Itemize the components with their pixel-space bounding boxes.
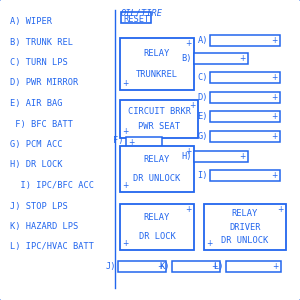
Text: +: +	[272, 132, 278, 141]
Text: F): F)	[113, 136, 124, 145]
Text: +: +	[186, 147, 192, 156]
Bar	[210, 72, 280, 83]
Text: OIL/TIRE: OIL/TIRE	[121, 9, 163, 18]
Text: A): A)	[197, 36, 208, 45]
Text: +: +	[272, 36, 278, 45]
Text: I) IPC/BFC ACC: I) IPC/BFC ACC	[10, 181, 94, 190]
Text: DR LOCK: DR LOCK	[139, 232, 175, 241]
Text: +: +	[212, 262, 218, 271]
Text: +: +	[240, 152, 246, 161]
Text: RESET: RESET	[123, 15, 149, 24]
Text: CIRCUIT BRKR: CIRCUIT BRKR	[128, 107, 190, 116]
Text: K): K)	[160, 262, 170, 271]
Text: E) AIR BAG: E) AIR BAG	[10, 99, 62, 108]
Text: +: +	[122, 127, 128, 136]
Bar	[120, 100, 198, 138]
Bar	[210, 131, 280, 142]
Text: B) TRUNK REL: B) TRUNK REL	[10, 38, 73, 46]
Text: DR UNLOCK: DR UNLOCK	[221, 236, 268, 244]
Bar	[210, 35, 280, 46]
Text: H): H)	[182, 152, 192, 161]
Text: +: +	[186, 205, 192, 214]
Bar	[194, 151, 248, 162]
Text: D): D)	[197, 93, 208, 102]
Text: E): E)	[197, 112, 208, 121]
Bar	[172, 261, 220, 272]
Text: +: +	[190, 101, 196, 110]
Text: RELAY: RELAY	[144, 49, 170, 58]
Text: +: +	[186, 39, 192, 48]
Text: +: +	[273, 262, 279, 271]
Text: RELAY: RELAY	[232, 209, 258, 218]
Bar	[210, 92, 280, 103]
Text: C): C)	[197, 73, 208, 82]
Text: +: +	[128, 138, 134, 147]
Text: DR UNLOCK: DR UNLOCK	[134, 174, 181, 183]
Text: +: +	[240, 54, 246, 63]
Bar	[118, 261, 166, 272]
Text: +: +	[272, 93, 278, 102]
Text: +: +	[158, 262, 164, 271]
Bar	[226, 261, 281, 272]
Text: J): J)	[106, 262, 116, 271]
Text: +: +	[272, 73, 278, 82]
Bar	[126, 137, 162, 148]
Text: D) PWR MIRROR: D) PWR MIRROR	[10, 79, 78, 88]
Text: TRUNKREL: TRUNKREL	[136, 70, 178, 79]
Text: B): B)	[182, 54, 192, 63]
Bar	[210, 111, 280, 122]
Text: K) HAZARD LPS: K) HAZARD LPS	[10, 222, 78, 231]
Text: PWR SEAT: PWR SEAT	[138, 122, 180, 131]
Text: G): G)	[197, 132, 208, 141]
Text: H) DR LOCK: H) DR LOCK	[10, 160, 62, 169]
Text: +: +	[272, 171, 278, 180]
Text: J) STOP LPS: J) STOP LPS	[10, 202, 68, 211]
Bar	[210, 170, 280, 181]
Text: C) TURN LPS: C) TURN LPS	[10, 58, 68, 67]
Text: +: +	[272, 112, 278, 121]
Text: DRIVER: DRIVER	[229, 223, 261, 232]
Bar	[120, 38, 194, 90]
Text: +: +	[278, 205, 284, 214]
Text: L) IPC/HVAC BATT: L) IPC/HVAC BATT	[10, 242, 94, 251]
Bar	[194, 53, 248, 64]
Text: +: +	[122, 239, 128, 248]
Text: RELAY: RELAY	[144, 155, 170, 164]
Text: G) PCM ACC: G) PCM ACC	[10, 140, 62, 149]
Bar	[204, 204, 286, 250]
Text: A) WIPER: A) WIPER	[10, 17, 52, 26]
Text: F) BFC BATT: F) BFC BATT	[10, 119, 73, 128]
Bar	[120, 204, 194, 250]
Text: +: +	[122, 181, 128, 190]
Bar	[121, 12, 151, 23]
Bar	[120, 146, 194, 192]
Text: I): I)	[197, 171, 208, 180]
Text: RELAY: RELAY	[144, 213, 170, 222]
Text: +: +	[206, 239, 212, 248]
Text: L): L)	[214, 262, 224, 271]
Text: +: +	[122, 79, 128, 88]
